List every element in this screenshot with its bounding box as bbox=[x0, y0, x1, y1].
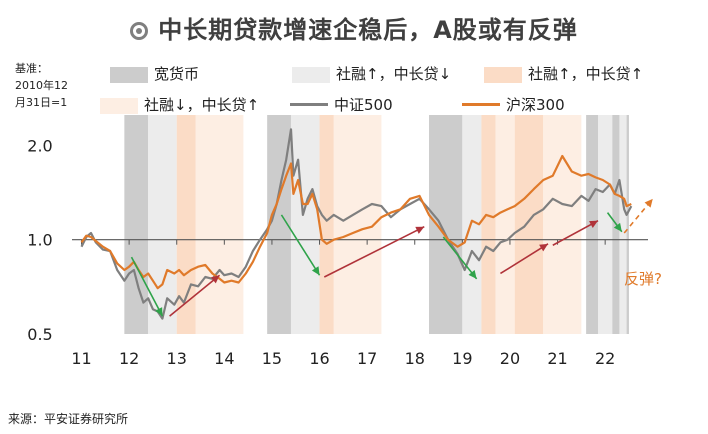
regime-band bbox=[290, 115, 320, 334]
regime-band bbox=[462, 115, 482, 334]
arrow-head bbox=[613, 222, 622, 232]
basis-line-3: 月31日=1 bbox=[15, 96, 68, 109]
legend-label: 社融↑，中长贷↑ bbox=[528, 65, 644, 83]
trend-arrow bbox=[552, 219, 599, 246]
x-tick-label: 18 bbox=[405, 349, 425, 368]
x-tick-label: 14 bbox=[214, 349, 234, 368]
trend-arrows bbox=[130, 198, 654, 317]
regime-band bbox=[176, 115, 196, 334]
basis-note: 基准： 2010年12 月31日=1 bbox=[15, 60, 68, 111]
basis-line-1: 基准： bbox=[15, 62, 48, 75]
legend-label: 沪深300 bbox=[506, 96, 565, 114]
trend-arrow bbox=[442, 236, 478, 280]
trend-arrow bbox=[169, 274, 221, 317]
legend-item-tsf-up-loans-down: 社融↑，中长贷↓ bbox=[292, 64, 451, 84]
x-tick-label: 13 bbox=[167, 349, 187, 368]
regime-band bbox=[598, 115, 613, 334]
legend-item-csi500: 中证500 bbox=[290, 95, 393, 115]
rebound-annotation: 反弹? bbox=[624, 270, 662, 288]
y-tick-label: 0.5 bbox=[27, 325, 52, 344]
x-tick-label: 15 bbox=[262, 349, 282, 368]
regime-band bbox=[619, 115, 627, 334]
radio-bullet-icon bbox=[130, 22, 149, 40]
regime-band bbox=[148, 115, 177, 334]
legend-item-loose-money: 宽货币 bbox=[110, 64, 199, 84]
trend-arrow bbox=[500, 243, 549, 275]
regime-band bbox=[429, 115, 463, 334]
x-tick-label: 19 bbox=[452, 349, 472, 368]
legend-label: 中证500 bbox=[334, 96, 393, 114]
legend-swatch bbox=[100, 97, 138, 114]
x-tick-label: 20 bbox=[500, 349, 520, 368]
arrow-head bbox=[155, 307, 163, 317]
x-tick-label: 12 bbox=[119, 349, 139, 368]
regime-band bbox=[195, 115, 244, 334]
source-note: 来源：平安证券研究所 bbox=[8, 412, 129, 426]
arrow-head bbox=[311, 266, 320, 276]
trend-arrow bbox=[323, 225, 425, 278]
regime-band bbox=[319, 115, 334, 334]
trend-arrow bbox=[130, 256, 164, 317]
legend-item-tsf-down-loans-up: 社融↓，中长贷↑ bbox=[100, 95, 259, 115]
legend-label: 宽货币 bbox=[154, 65, 200, 83]
chart-title-text: 中长期贷款增速企稳后，A股或有反弹 bbox=[158, 16, 578, 44]
basis-line-2: 2010年12 bbox=[15, 79, 68, 92]
regime-band bbox=[481, 115, 496, 334]
arrow-head bbox=[539, 243, 549, 252]
arrow-head bbox=[210, 275, 220, 284]
regime-band bbox=[543, 115, 582, 334]
regime-band bbox=[495, 115, 515, 334]
x-tick-label: 17 bbox=[357, 349, 377, 368]
legend-swatch bbox=[484, 66, 522, 83]
axes: 11 12 13 14 15 16 17 18 19 20 21 22 0.5 1.0 2.0 bbox=[27, 136, 648, 368]
legend-label: 社融↑，中长贷↓ bbox=[336, 65, 452, 83]
regime-band bbox=[626, 115, 629, 334]
regime-band bbox=[514, 115, 544, 334]
regime-band bbox=[267, 115, 291, 334]
y-tick-label: 1.0 bbox=[27, 231, 52, 250]
x-tick-label: 11 bbox=[71, 349, 91, 368]
legend-swatch bbox=[292, 66, 330, 83]
legend-swatch bbox=[110, 66, 148, 83]
legend-swatch bbox=[462, 102, 500, 106]
arrow-head bbox=[644, 198, 653, 208]
series-line-csi300 bbox=[80, 154, 632, 290]
arrow-head bbox=[415, 226, 425, 234]
arrow-head bbox=[589, 220, 599, 228]
chart-title: 中长期贷款增速企稳后，A股或有反弹 bbox=[0, 10, 708, 45]
x-tick-label: 22 bbox=[595, 349, 615, 368]
legend-item-tsf-up-loans-up: 社融↑，中长贷↑ bbox=[484, 64, 643, 84]
legend-label: 社融↓，中长贷↑ bbox=[144, 96, 260, 114]
x-tick-label: 21 bbox=[547, 349, 567, 368]
arrow-head bbox=[468, 270, 477, 279]
regime-bands bbox=[124, 115, 629, 334]
y-tick-label: 2.0 bbox=[27, 136, 52, 155]
x-tick-label: 16 bbox=[309, 349, 329, 368]
trend-arrow bbox=[280, 214, 321, 276]
legend-item-csi300: 沪深300 bbox=[462, 95, 565, 115]
legend-swatch bbox=[290, 102, 328, 106]
